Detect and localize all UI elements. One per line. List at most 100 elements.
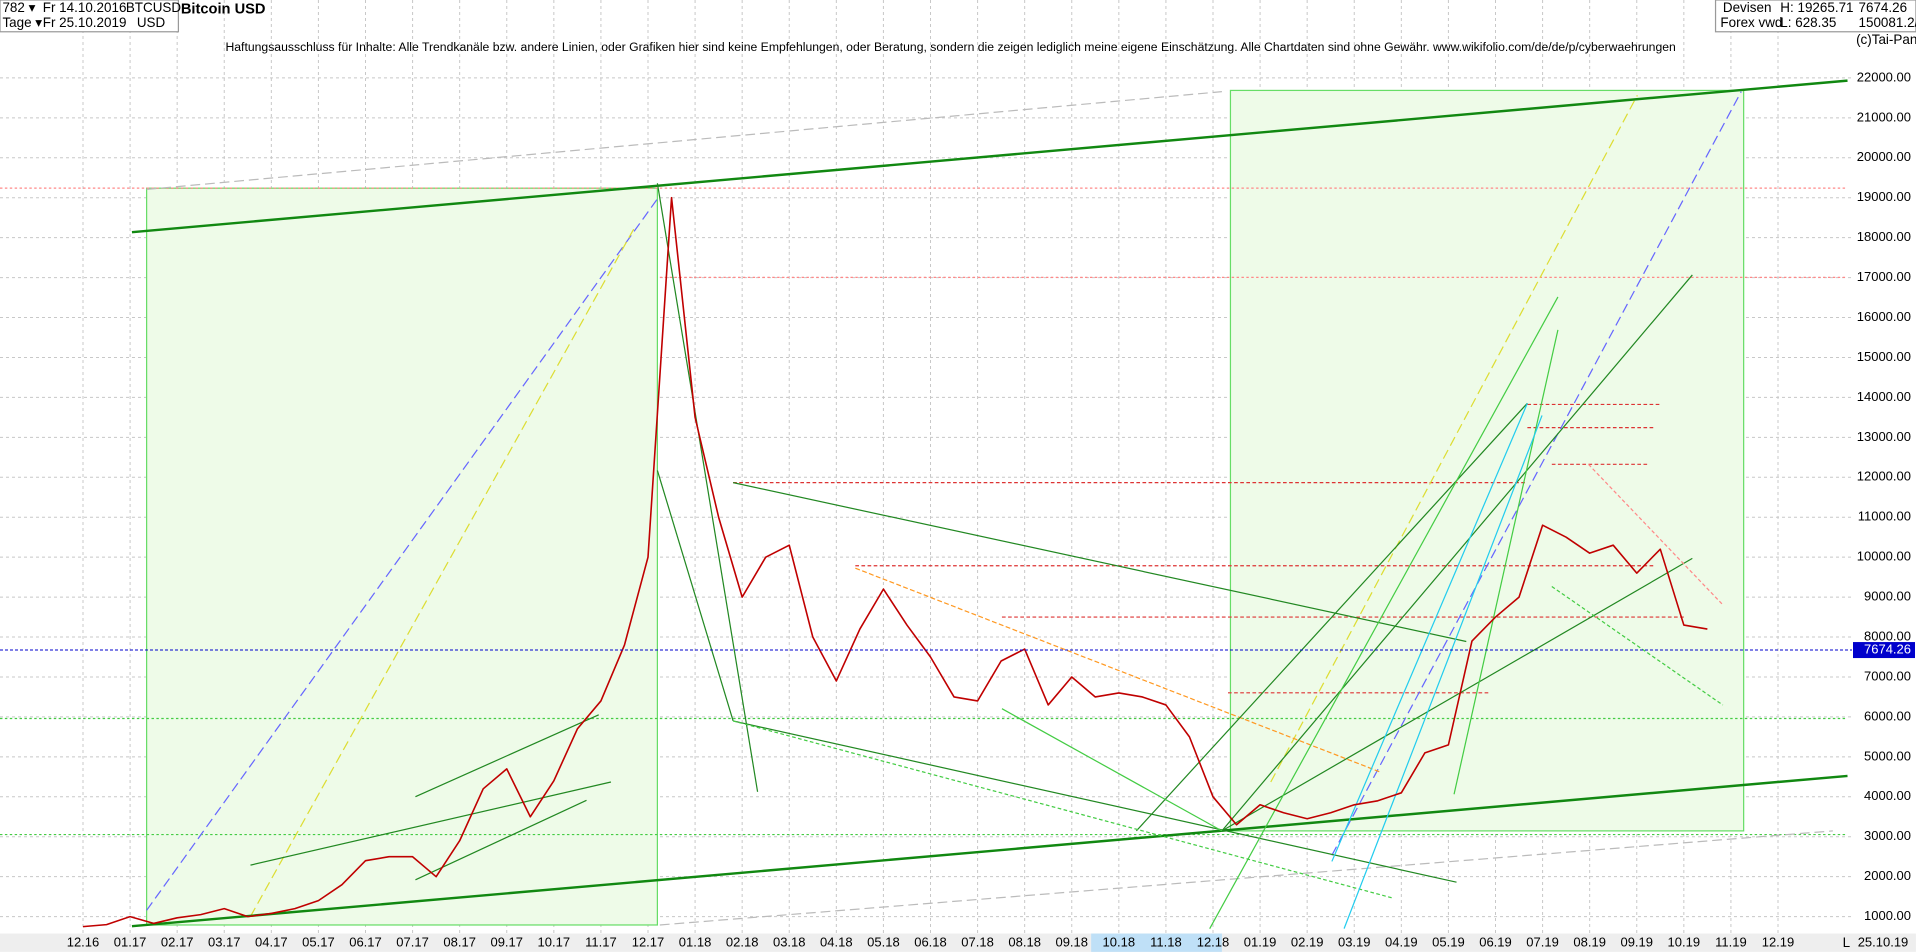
y-tick-label: 19000.00 bbox=[1857, 189, 1911, 204]
y-tick-label: 13000.00 bbox=[1857, 429, 1911, 444]
header-name: Bitcoin USD bbox=[181, 2, 266, 18]
y-tick-label: 17000.00 bbox=[1857, 269, 1911, 284]
y-tick-label: 7000.00 bbox=[1864, 668, 1911, 683]
trend-line bbox=[656, 183, 759, 792]
y-tick-label: 12000.00 bbox=[1857, 469, 1911, 484]
x-tick-label: 03.17 bbox=[208, 934, 241, 949]
header-volume: 150081.2/ bbox=[1859, 15, 1916, 30]
x-tick-label: 04.19 bbox=[1385, 934, 1418, 949]
trend-line bbox=[733, 720, 1457, 883]
x-tick-label: 09.17 bbox=[490, 934, 523, 949]
x-tick-label: 05.18 bbox=[867, 934, 900, 949]
x-tick-label: 07.19 bbox=[1526, 934, 1559, 949]
x-axis-band bbox=[0, 933, 1916, 952]
trend-line bbox=[656, 470, 734, 722]
y-tick-label: 10000.00 bbox=[1857, 549, 1911, 564]
header-box bbox=[0, 0, 180, 33]
x-tick-label: 11.18 bbox=[1150, 934, 1182, 949]
trend-line bbox=[1453, 329, 1559, 795]
x-tick-label: 10.18 bbox=[1103, 934, 1136, 949]
channel-box bbox=[1229, 89, 1745, 832]
x-tick-label: 10.17 bbox=[538, 934, 571, 949]
y-tick-label: 1000.00 bbox=[1864, 908, 1911, 923]
last-value-box bbox=[1853, 642, 1915, 659]
x-tick-label: 09.19 bbox=[1620, 934, 1653, 949]
x-tick-label: 12.18 bbox=[1197, 934, 1230, 949]
x-tick-label: 08.19 bbox=[1573, 934, 1606, 949]
x-tick-label: 05.19 bbox=[1432, 934, 1465, 949]
scale-mode[interactable]: L bbox=[1843, 935, 1851, 950]
y-tick-label: 22000.00 bbox=[1857, 69, 1911, 84]
x-tick-label: 07.18 bbox=[961, 934, 994, 949]
x-axis-highlight bbox=[1091, 933, 1222, 952]
trend-line bbox=[415, 714, 599, 798]
x-tick-label: 06.18 bbox=[914, 934, 947, 949]
header-high: H: 19265.71 bbox=[1780, 0, 1853, 15]
y-tick-label: 5000.00 bbox=[1864, 748, 1911, 763]
trend-line bbox=[1209, 296, 1559, 929]
x-tick-label: 01.17 bbox=[114, 934, 147, 949]
y-tick-label: 14000.00 bbox=[1857, 389, 1911, 404]
header-symbol: BTCUSD bbox=[126, 0, 182, 15]
y-tick-label: 6000.00 bbox=[1864, 708, 1911, 723]
trend-line bbox=[733, 482, 1467, 643]
y-tick-label: 11000.00 bbox=[1858, 509, 1911, 524]
x-tick-label: 12.17 bbox=[632, 934, 665, 949]
header-source: Forex vwd bbox=[1720, 15, 1782, 30]
y-tick-label: 16000.00 bbox=[1857, 309, 1911, 324]
header-low: L: 628.35 bbox=[1780, 15, 1836, 30]
trend-line bbox=[146, 91, 1222, 191]
x-tick-label: 04.17 bbox=[255, 934, 288, 949]
trend-line bbox=[415, 799, 587, 881]
x-tick-label: 01.19 bbox=[1244, 934, 1277, 949]
x-tick-label: 04.18 bbox=[820, 934, 853, 949]
x-tick-label: 06.19 bbox=[1479, 934, 1512, 949]
trend-line bbox=[250, 781, 612, 866]
trend-line bbox=[855, 567, 1381, 773]
x-tick-label: 07.17 bbox=[396, 934, 429, 949]
trend-line bbox=[131, 774, 1848, 928]
trend-line bbox=[1551, 586, 1724, 706]
end-date-label: 25.10.19 bbox=[1858, 934, 1909, 949]
x-tick-label: 12.16 bbox=[67, 934, 100, 949]
y-tick-label: 20000.00 bbox=[1857, 149, 1911, 164]
x-tick-label: 06.17 bbox=[349, 934, 382, 949]
header-currency: USD bbox=[137, 15, 166, 30]
header-period[interactable]: Tage ▾ bbox=[2, 15, 42, 30]
x-tick-label: 02.19 bbox=[1291, 934, 1324, 949]
y-tick-label: 15000.00 bbox=[1857, 349, 1911, 364]
x-tick-label: 10.19 bbox=[1668, 934, 1701, 949]
header-last: 7674.26 bbox=[1859, 0, 1908, 15]
copyright: (c)Tai-Pan bbox=[1856, 32, 1916, 47]
header-start: Fr 14.10.2016 bbox=[43, 0, 127, 15]
x-tick-label: 03.18 bbox=[773, 934, 806, 949]
x-tick-label: 08.18 bbox=[1008, 934, 1041, 949]
last-value-label: 7674.26 bbox=[1864, 641, 1911, 656]
trend-line bbox=[131, 79, 1848, 234]
x-tick-label: 02.17 bbox=[161, 934, 194, 949]
x-tick-label: 03.19 bbox=[1338, 934, 1371, 949]
y-tick-label: 4000.00 bbox=[1864, 788, 1911, 803]
x-tick-label: 11.17 bbox=[585, 934, 617, 949]
header-market: Devisen bbox=[1723, 0, 1772, 15]
trend-line bbox=[1221, 274, 1693, 832]
x-tick-label: 09.18 bbox=[1055, 934, 1088, 949]
x-tick-label: 11.19 bbox=[1715, 934, 1747, 949]
trend-line bbox=[1001, 708, 1223, 832]
trend-line bbox=[1221, 557, 1693, 832]
x-tick-label: 12.19 bbox=[1762, 934, 1795, 949]
x-tick-label: 01.18 bbox=[679, 934, 712, 949]
y-tick-label: 3000.00 bbox=[1864, 828, 1911, 843]
trend-line bbox=[1135, 402, 1528, 832]
y-tick-label: 21000.00 bbox=[1857, 109, 1911, 124]
trend-line bbox=[1270, 95, 1638, 783]
axis-panel bbox=[1852, 0, 1916, 952]
x-tick-label: 05.17 bbox=[302, 934, 335, 949]
trend-line bbox=[146, 195, 661, 911]
x-tick-label: 08.17 bbox=[443, 934, 476, 949]
x-tick-label: 02.18 bbox=[726, 934, 759, 949]
header-count[interactable]: 782 ▾ bbox=[2, 0, 35, 15]
trend-line bbox=[1588, 463, 1724, 606]
y-tick-label: 2000.00 bbox=[1864, 868, 1911, 883]
